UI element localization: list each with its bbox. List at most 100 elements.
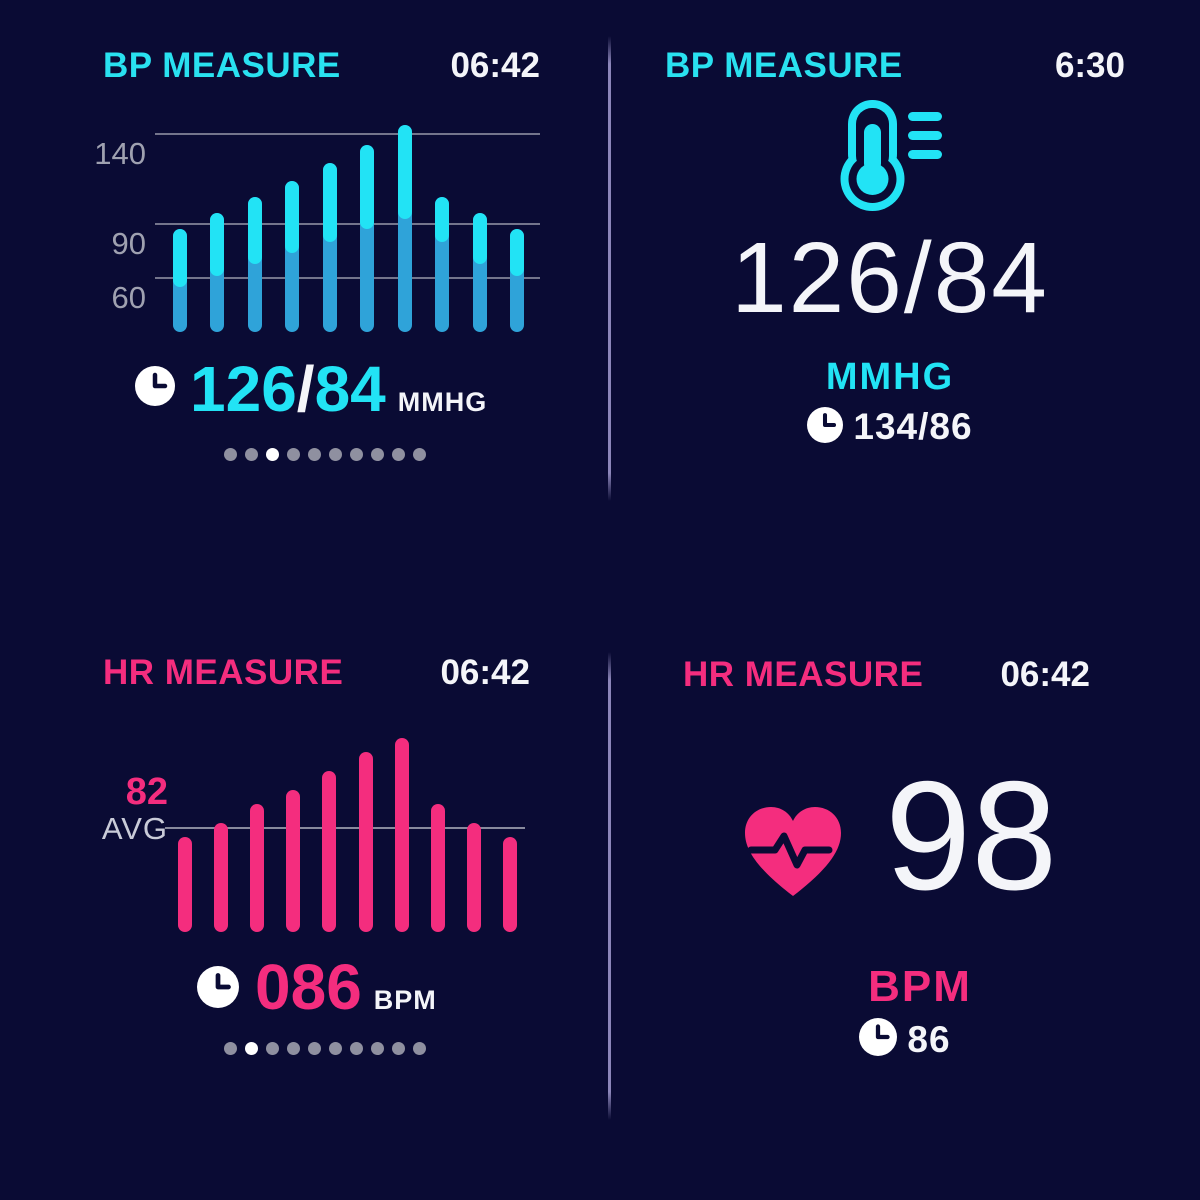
clock-icon — [135, 366, 175, 406]
bp-reading: 126/84 MMHG — [190, 352, 487, 426]
hr-bar — [214, 823, 229, 932]
pagination-dot-active[interactable] — [266, 448, 279, 461]
bp-bar-systolic-segment — [247, 197, 262, 264]
bp-detail-title: BP MEASURE — [665, 46, 903, 85]
bp-bar — [360, 144, 375, 332]
hr-bar — [178, 837, 192, 932]
bp-bar-systolic-segment — [210, 213, 225, 277]
pagination-dot[interactable] — [350, 448, 363, 461]
bp-bar-systolic-segment — [472, 213, 487, 264]
hr-reading: 086 BPM — [255, 952, 437, 1022]
bp-bar — [435, 197, 450, 332]
pagination-dot[interactable] — [245, 448, 258, 461]
pagination-dot[interactable] — [224, 1042, 237, 1055]
pagination-dot[interactable] — [329, 448, 342, 461]
bp-reading-systolic: 126 — [190, 353, 297, 425]
hr-detail-last-value: 86 — [907, 1018, 951, 1060]
clock-icon — [807, 406, 844, 448]
bp-bar — [509, 229, 524, 332]
hr-avg-caption: AVG — [101, 811, 168, 846]
bp-detail-unit: MMHG — [825, 356, 955, 398]
pagination-dot[interactable] — [392, 1042, 405, 1055]
pagination-dot[interactable] — [371, 448, 384, 461]
hr-detail-time: 06:42 — [1000, 655, 1090, 694]
hr-detail-title: HR MEASURE — [683, 655, 924, 694]
hr-bar — [502, 837, 517, 932]
hr-avg-line — [165, 826, 525, 829]
bp-bar — [247, 197, 262, 332]
bp-bar — [397, 125, 412, 332]
clock-icon — [859, 1018, 898, 1061]
bp-bar-systolic-segment — [397, 125, 412, 219]
bp-bar-systolic-segment — [173, 229, 187, 287]
hr-reading-panel[interactable]: HR MEASURE 06:42 98 BPM 86 — [600, 600, 1200, 1200]
hr-bar — [358, 752, 373, 932]
hr-chart-panel[interactable]: HR MEASURE 06:42 82 AVG 086 BPM — [0, 600, 600, 1200]
bp-chart-canvas — [155, 116, 540, 332]
bp-pagination-dots — [224, 448, 426, 461]
bp-reading-panel[interactable]: BP MEASURE 6:30 126/84 MMHG 134/86 — [600, 0, 1200, 600]
bp-ytick-label: 60 — [111, 280, 146, 315]
pagination-dot[interactable] — [266, 1042, 279, 1055]
pagination-dot[interactable] — [287, 1042, 300, 1055]
bp-bar-systolic-segment — [285, 180, 300, 253]
hr-detail-value: 98 — [885, 749, 1058, 922]
pagination-dot[interactable] — [308, 448, 321, 461]
bp-bar-systolic-segment — [322, 162, 337, 242]
pagination-dot[interactable] — [413, 448, 426, 461]
bp-reading-unit: MMHG — [397, 387, 488, 417]
hr-bar — [286, 790, 301, 932]
bp-reading-diastolic: 84 — [314, 353, 386, 425]
hr-detail-last-reading: 86 — [705, 1018, 1105, 1061]
hr-bar — [430, 804, 445, 932]
pagination-dot[interactable] — [287, 448, 300, 461]
bp-ytick-label: 90 — [111, 226, 146, 261]
bp-bar — [472, 213, 487, 332]
bp-bar-systolic-segment — [509, 229, 524, 277]
pagination-dot[interactable] — [413, 1042, 426, 1055]
bp-bar — [210, 213, 225, 332]
bp-detail-value: 126/84 — [731, 222, 1049, 334]
hr-avg-value: 82 — [125, 771, 168, 813]
bp-gridline — [155, 277, 540, 279]
hr-bar — [466, 823, 481, 932]
hr-reading-unit: BPM — [373, 985, 437, 1015]
panel-divider-top — [608, 36, 611, 501]
pagination-dot[interactable] — [350, 1042, 363, 1055]
bp-ytick-label: 140 — [94, 136, 146, 171]
clock-icon — [197, 966, 239, 1008]
bp-detail-last-value: 134/86 — [853, 406, 973, 447]
hr-chart-title: HR MEASURE — [103, 653, 344, 692]
hr-bar — [394, 737, 409, 932]
hr-bar — [322, 771, 337, 932]
pagination-dot[interactable] — [308, 1042, 321, 1055]
bp-bar-systolic-segment — [435, 197, 450, 242]
hr-chart-canvas — [165, 719, 525, 932]
hr-avg-label: 82 AVG — [96, 772, 168, 846]
pagination-dot[interactable] — [224, 448, 237, 461]
panel-divider-bottom — [608, 652, 611, 1120]
bp-chart-title: BP MEASURE — [103, 46, 341, 85]
bp-gridline — [155, 223, 540, 225]
pagination-dot[interactable] — [329, 1042, 342, 1055]
bp-detail-time: 6:30 — [1054, 46, 1125, 85]
bp-chart-y-axis: 140 90 60 — [86, 116, 146, 332]
bp-reading-slash: / — [296, 353, 315, 425]
hr-pagination-dots — [224, 1042, 426, 1055]
bp-gridline — [155, 133, 540, 135]
hr-chart-time: 06:42 — [440, 653, 530, 692]
bp-chart-time: 06:42 — [450, 46, 540, 85]
bp-detail-last-reading: 134/86 — [600, 406, 1180, 448]
thermometer-icon — [840, 98, 945, 218]
bp-bar-systolic-segment — [360, 144, 375, 230]
heart-pulse-icon — [737, 800, 849, 909]
hr-reading-value: 086 — [255, 951, 362, 1023]
bp-chart-panel[interactable]: BP MEASURE 06:42 140 90 60 126/84 MMHG — [0, 0, 600, 600]
pagination-dot[interactable] — [371, 1042, 384, 1055]
pagination-dot[interactable] — [392, 448, 405, 461]
pagination-dot-active[interactable] — [245, 1042, 258, 1055]
bp-bar — [173, 229, 187, 332]
hr-detail-unit: BPM — [868, 962, 972, 1011]
bp-bar — [285, 180, 300, 332]
hr-bar — [250, 804, 265, 932]
